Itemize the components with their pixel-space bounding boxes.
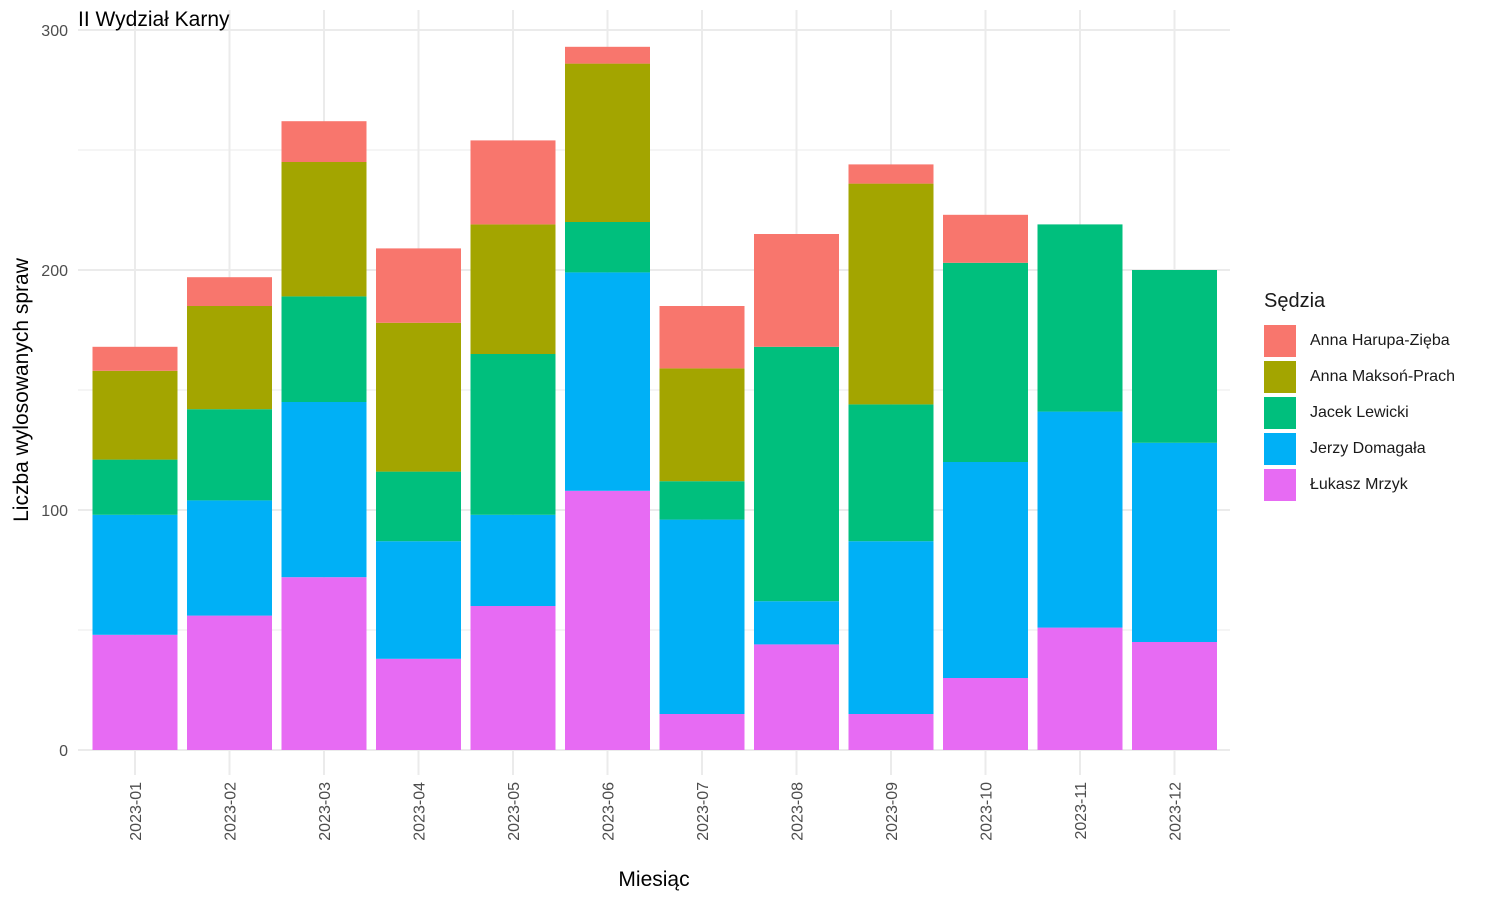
bar-segment [754,644,839,750]
bar-segment [376,322,461,472]
bar-segment [754,234,839,347]
bar-segment [1037,224,1123,412]
x-tick-label: 2023-07 [695,782,712,841]
legend-key [1264,469,1296,501]
bar-segment [92,634,178,750]
legend-key [1264,433,1296,465]
x-tick-label: 2023-09 [884,782,901,841]
legend-key [1264,325,1296,357]
bar-segment [565,46,650,64]
bar-segment [1037,627,1123,750]
bar-segment [281,296,367,402]
bar-segment [659,306,745,369]
legend-item: Jacek Lewicki [1264,395,1494,431]
bar-segment [92,514,178,635]
bar-segment [281,577,367,750]
x-tick-label: 2023-11 [1073,782,1090,840]
bar-segment [470,140,556,225]
bar-segment [848,183,934,405]
y-tick-label: 0 [59,743,68,760]
bar-segment [376,471,461,542]
bar-segment [281,402,367,578]
x-tick-label: 2023-10 [979,782,996,841]
bar-segment [187,500,272,616]
bar-segment [470,514,556,606]
chart-title: II Wydział Karny [78,8,230,31]
y-tick-label: 100 [41,503,68,520]
legend-key [1264,397,1296,429]
bar-segment [565,63,650,222]
x-tick-label: 2023-04 [412,782,429,841]
legend-label: Anna Harupa-Zięba [1310,332,1450,349]
x-tick-label: 2023-01 [128,782,145,841]
bar-segment [1132,442,1217,642]
bar-segment [848,541,934,714]
bar-segment [659,368,745,482]
bar-segment [470,606,556,750]
bar-segment [1037,411,1123,628]
bar-segment [659,481,745,520]
bar-segment [376,658,461,750]
bar-segment [943,462,1028,678]
bar-segment [1132,642,1217,750]
bar-segment [943,678,1028,750]
bar-segment [848,164,934,184]
legend-items: Anna Harupa-Zięba Anna Maksoń-Prach Jacek … [1264,323,1494,503]
legend-key [1264,361,1296,393]
x-axis-label: Miesiąc [618,868,689,891]
x-tick-label: 2023-02 [223,782,240,841]
x-tick-label: 2023-06 [601,782,618,841]
bar-segment [848,404,934,542]
bar-segment [470,224,556,354]
bar-segment [281,121,367,162]
bar-segment [943,214,1028,263]
bar-segment [92,346,178,371]
x-tick-label: 2023-05 [506,782,523,841]
bar-segment [754,601,839,645]
legend-label: Łukasz Mrzyk [1310,476,1408,493]
bar-segment [943,262,1028,462]
legend-item: Jerzy Domagała [1264,431,1494,467]
bar-segment [92,370,178,460]
bar-segment [848,714,934,750]
bar-segment [376,248,461,323]
y-axis-label: Liczba wylosowanych spraw [10,257,33,522]
legend: Sędzia Anna Harupa-Zięba Anna Maksoń-Prac… [1264,290,1494,503]
bar-segment [754,346,839,602]
bar-segment [565,490,650,750]
legend-title: Sędzia [1264,290,1326,312]
bar-segment [187,615,272,750]
bar-segment [187,277,272,306]
bar-segment [376,541,461,659]
legend-item: Anna Harupa-Zięba [1264,323,1494,359]
y-tick-label: 200 [41,263,68,280]
legend-label: Anna Maksoń-Prach [1310,368,1455,385]
x-tick-label: 2023-12 [1168,782,1185,841]
legend-label: Jerzy Domagała [1310,440,1426,457]
x-tick-label: 2023-03 [317,782,334,841]
legend-item: Anna Maksoń-Prach [1264,359,1494,395]
bar-segment [659,714,745,750]
y-tick-label: 300 [41,23,68,40]
bar-segment [281,162,367,297]
bar-segment [470,354,556,515]
x-tick-label: 2023-08 [790,782,807,841]
bar-segment [565,272,650,491]
legend-label: Jacek Lewicki [1310,404,1409,421]
bar-segment [187,409,272,501]
legend-item: Łukasz Mrzyk [1264,467,1494,503]
bar-segment [659,519,745,714]
bar-segment [92,459,178,515]
bar-segment [565,222,650,273]
bar-segment [187,306,272,410]
bar-segment [1132,270,1217,443]
